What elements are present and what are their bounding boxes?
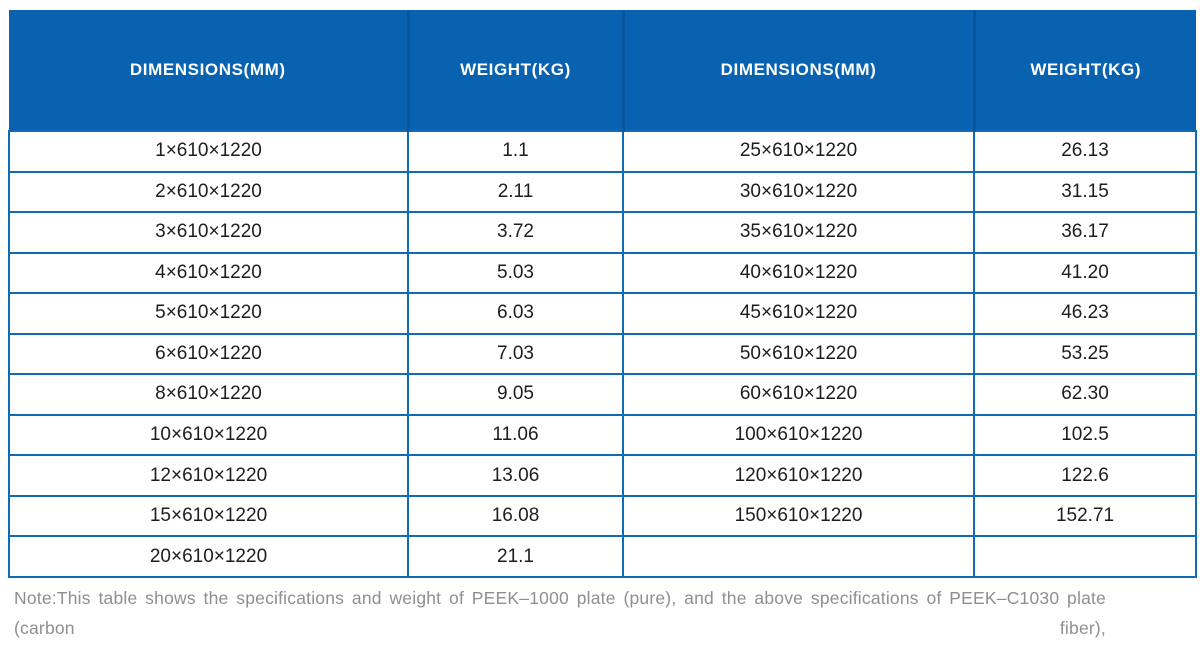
dimension-cell: 5×610×1220	[8, 292, 409, 335]
weight-cell: 41.20	[973, 251, 1197, 295]
column-header-dimensions-left: DIMENSIONS(MM)	[9, 10, 408, 132]
note-line-1: Note:This table shows the specifications…	[14, 588, 1106, 638]
weight-cell: 36.17	[973, 211, 1197, 254]
dimension-cell: 10×610×1220	[8, 413, 409, 457]
note-line-2: PEEK–G1030 plate (glass fiber), PEEK ant…	[14, 643, 1184, 648]
dimension-cell: 2×610×1220	[8, 170, 409, 214]
dimension-cell: 1×610×1220	[8, 130, 409, 173]
weight-cell: 1.1	[407, 130, 624, 173]
dimension-cell: 4×610×1220	[8, 251, 409, 295]
table-row: 8×610×1220 9.05 60×610×1220 62.30	[8, 373, 1197, 416]
weight-cell: 9.05	[407, 373, 624, 416]
table-row: 6×610×1220 7.03 50×610×1220 53.25	[8, 332, 1197, 376]
weight-cell: 62.30	[973, 373, 1197, 416]
table-row: 5×610×1220 6.03 45×610×1220 46.23	[8, 292, 1197, 335]
weight-cell	[973, 535, 1197, 578]
weight-cell: 5.03	[407, 251, 624, 295]
column-header-weight-left: WEIGHT(KG)	[406, 10, 623, 132]
dimension-cell: 40×610×1220	[622, 251, 975, 295]
weight-cell: 122.6	[973, 454, 1197, 497]
dimension-cell: 30×610×1220	[622, 170, 975, 214]
spec-table: DIMENSIONS(MM) WEIGHT(KG) DIMENSIONS(MM)…	[8, 10, 1197, 578]
dimension-cell: 60×610×1220	[622, 373, 975, 416]
weight-cell: 11.06	[407, 413, 624, 457]
weight-cell: 2.11	[407, 170, 624, 214]
dimension-cell: 45×610×1220	[622, 292, 975, 335]
dimension-cell	[622, 535, 975, 578]
weight-cell: 152.71	[973, 494, 1197, 538]
weight-cell: 31.15	[973, 170, 1197, 214]
table-row: 2×610×1220 2.11 30×610×1220 31.15	[8, 170, 1197, 214]
dimension-cell: 120×610×1220	[622, 454, 975, 497]
dimension-cell: 8×610×1220	[8, 373, 409, 416]
dimension-cell: 25×610×1220	[622, 130, 975, 173]
table-row: 3×610×1220 3.72 35×610×1220 36.17	[8, 211, 1197, 254]
header-row: DIMENSIONS(MM) WEIGHT(KG) DIMENSIONS(MM)…	[9, 10, 1196, 132]
dimension-cell: 3×610×1220	[8, 211, 409, 254]
column-header-weight-right: WEIGHT(KG)	[972, 10, 1196, 132]
weight-cell: 7.03	[407, 332, 624, 376]
table-row: 10×610×1220 11.06 100×610×1220 102.5	[8, 413, 1197, 457]
weight-cell: 3.72	[407, 211, 624, 254]
weight-cell: 46.23	[973, 292, 1197, 335]
dimension-cell: 20×610×1220	[8, 535, 409, 578]
weight-cell: 16.08	[407, 494, 624, 538]
dimension-cell: 12×610×1220	[8, 454, 409, 497]
dimension-cell: 100×610×1220	[622, 413, 975, 457]
footnote: Note:This table shows the specifications…	[14, 583, 1184, 648]
weight-cell: 53.25	[973, 332, 1197, 376]
table-row: 15×610×1220 16.08 150×610×1220 152.71	[8, 494, 1197, 538]
weight-cell: 21.1	[407, 535, 624, 578]
table-row: 1×610×1220 1.1 25×610×1220 26.13	[8, 130, 1197, 173]
dimension-cell: 150×610×1220	[622, 494, 975, 538]
weight-cell: 26.13	[973, 130, 1197, 173]
column-header-dimensions-right: DIMENSIONS(MM)	[621, 10, 974, 132]
table-row: 20×610×1220 21.1	[8, 535, 1197, 578]
weight-cell: 6.03	[407, 292, 624, 335]
dimension-cell: 6×610×1220	[8, 332, 409, 376]
table-row: 12×610×1220 13.06 120×610×1220 122.6	[8, 454, 1197, 497]
dimension-cell: 15×610×1220	[8, 494, 409, 538]
dimension-cell: 50×610×1220	[622, 332, 975, 376]
weight-cell: 102.5	[973, 413, 1197, 457]
dimension-cell: 35×610×1220	[622, 211, 975, 254]
weight-cell: 13.06	[407, 454, 624, 497]
table-row: 4×610×1220 5.03 40×610×1220 41.20	[8, 251, 1197, 295]
